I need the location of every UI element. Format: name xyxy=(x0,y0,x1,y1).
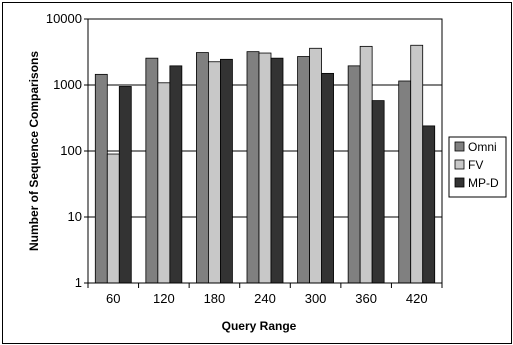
bars xyxy=(94,44,436,284)
bar-fv-300 xyxy=(309,47,322,284)
axes xyxy=(84,18,443,288)
bar-mp-d-120 xyxy=(169,65,183,284)
legend-label-fv: FV xyxy=(468,158,483,172)
bar-mp-d-240 xyxy=(270,57,284,284)
bar-omni-240 xyxy=(246,51,260,284)
x-tick-label: 300 xyxy=(305,291,327,306)
bar-omni-60 xyxy=(94,73,108,284)
bar-omni-420 xyxy=(398,80,412,284)
legend-swatch-fv xyxy=(454,159,465,170)
y-tick-labels: 1 10 100 1000 10000 xyxy=(46,11,82,290)
bar-omni-360 xyxy=(347,65,361,284)
bar-omni-180 xyxy=(196,52,209,284)
legend: Omni FV MP-D xyxy=(448,136,507,198)
x-axis-title: Query Range xyxy=(222,319,297,333)
x-tick-label: 180 xyxy=(204,291,226,306)
bar-mp-d-60 xyxy=(118,86,132,284)
x-tick-label: 420 xyxy=(406,291,428,306)
bar-fv-120 xyxy=(157,82,171,284)
bar-fv-360 xyxy=(359,45,373,284)
bar-mp-d-360 xyxy=(371,100,385,284)
bar-mp-d-300 xyxy=(321,72,334,284)
y-tick-label: 1 xyxy=(75,275,82,290)
bar-mp-d-420 xyxy=(422,125,436,284)
legend-label-omni: Omni xyxy=(468,140,497,154)
legend-swatch-omni xyxy=(454,141,465,152)
bar-omni-120 xyxy=(145,57,159,284)
y-axis-title: Number of Sequence Comparisons xyxy=(27,51,41,251)
x-tick-label: 120 xyxy=(153,291,175,306)
x-tick-labels: 60 120 180 240 300 360 420 xyxy=(106,291,428,306)
bar-fv-60 xyxy=(106,153,120,284)
legend-label-mp-d: MP-D xyxy=(468,176,499,190)
x-tick-label: 240 xyxy=(254,291,276,306)
bar-mp-d-180 xyxy=(220,58,233,284)
legend-swatch-mp-d xyxy=(454,177,465,188)
y-tick-label: 100 xyxy=(60,143,82,158)
y-tick-label: 10 xyxy=(68,209,82,224)
y-tick-label: 1000 xyxy=(53,77,82,92)
bar-omni-300 xyxy=(297,56,310,284)
bar-fv-420 xyxy=(410,44,424,284)
x-tick-label: 60 xyxy=(106,291,120,306)
x-tick-label: 360 xyxy=(355,291,377,306)
bar-fv-240 xyxy=(258,52,272,284)
y-tick-label: 10000 xyxy=(46,11,82,26)
bar-fv-180 xyxy=(208,61,221,284)
